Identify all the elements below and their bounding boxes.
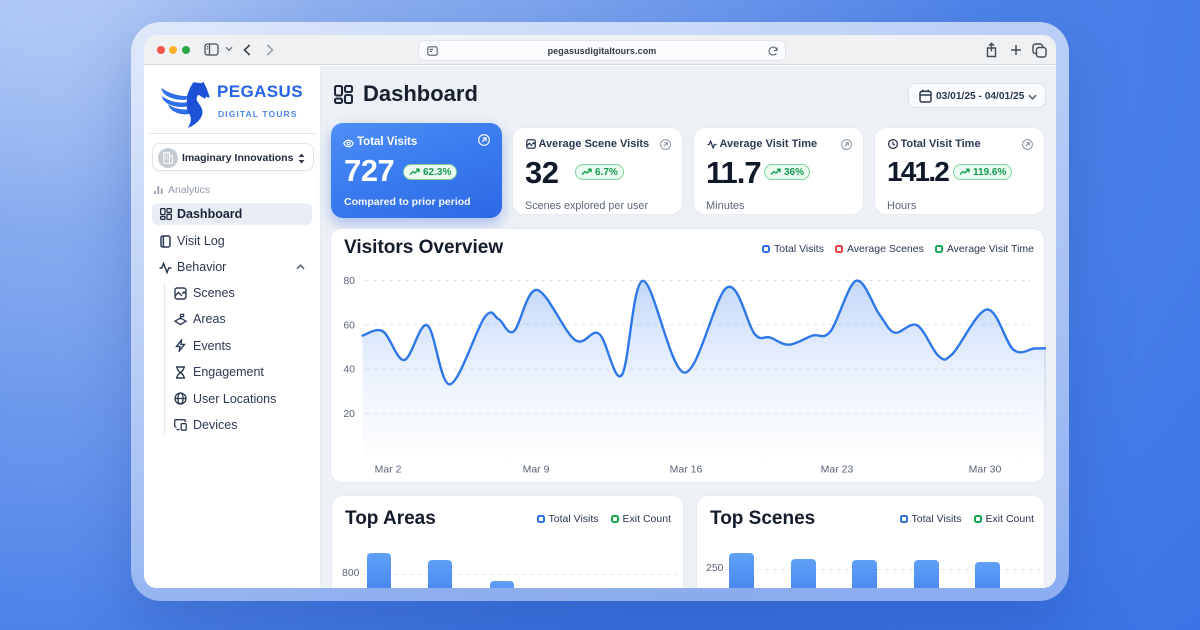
svg-text:40: 40 [343,364,355,376]
svg-text:20: 20 [343,408,355,420]
svg-text:80: 80 [343,275,355,287]
svg-text:Mar 30: Mar 30 [969,464,1002,476]
svg-text:Mar 2: Mar 2 [375,464,402,476]
svg-text:Mar 9: Mar 9 [523,464,550,476]
svg-text:Mar 16: Mar 16 [670,464,703,476]
svg-text:Mar 23: Mar 23 [821,464,854,476]
svg-text:60: 60 [343,319,355,331]
